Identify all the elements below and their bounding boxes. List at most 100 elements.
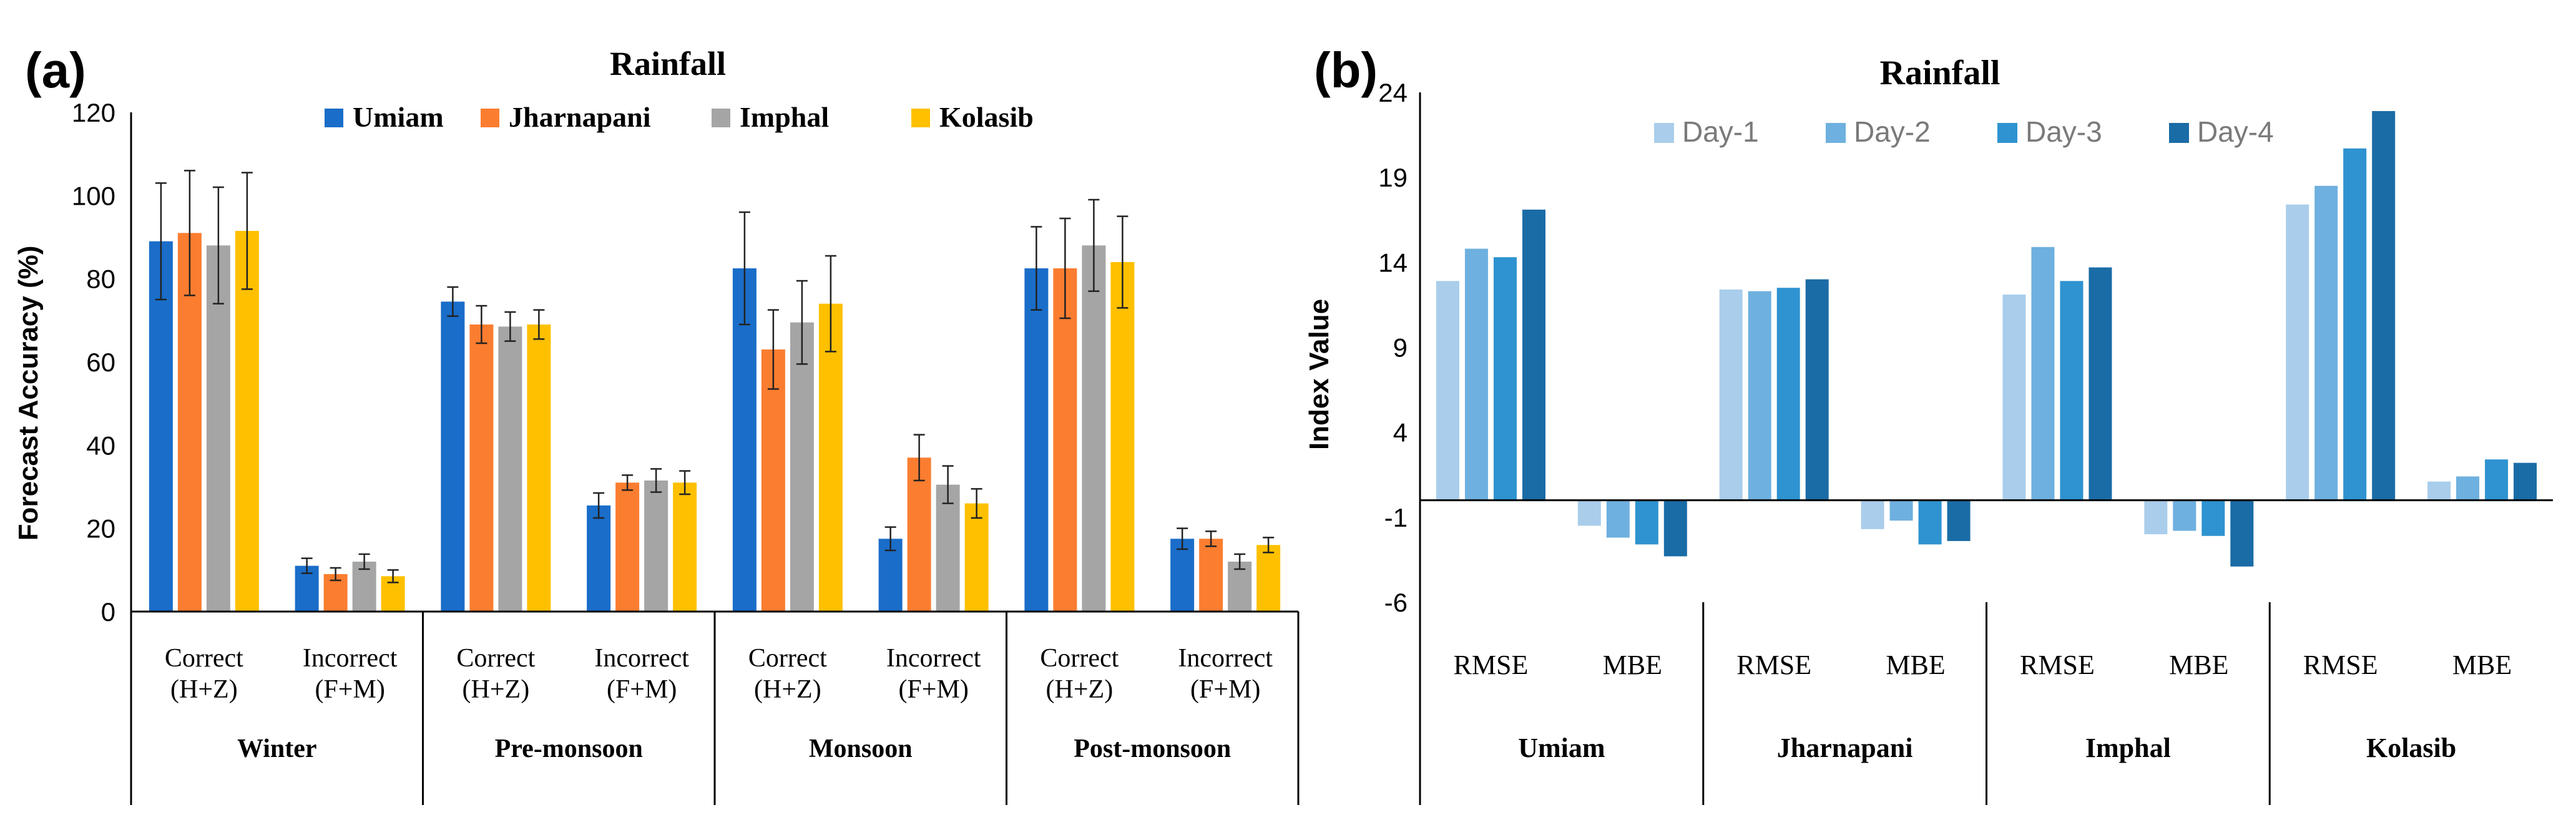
bar-kolasib-7 [1256, 545, 1281, 612]
legend-label-jharnapani: Jharnapani [509, 101, 651, 133]
x-category-line2-2-1: (F+M) [898, 675, 968, 704]
bar-jharnapani-3 [615, 482, 640, 612]
bar-imphal-4 [790, 322, 814, 612]
panel-b-title: Rainfall [1880, 54, 2001, 92]
x-category-line2-0-0: (H+Z) [170, 675, 238, 704]
x-category-2-1: MBE [2169, 650, 2228, 680]
legend-label-day-1: Day-1 [1682, 115, 1759, 148]
x-category-1-1: MBE [1886, 650, 1945, 680]
bar-day-2-7 [2456, 476, 2480, 500]
x-category-line1-2-0: Correct [748, 644, 827, 673]
panel-b-y-axis-label: Index Value [1304, 299, 1335, 450]
y-tick-label-0: -6 [1384, 588, 1408, 617]
bar-day-4-2 [1805, 279, 1829, 500]
y-tick-label-3: 60 [86, 348, 115, 377]
bar-kolasib-3 [673, 482, 697, 612]
bar-day-2-4 [2031, 246, 2055, 500]
y-tick-label-5: 100 [72, 181, 115, 210]
bar-day-2-6 [2314, 185, 2338, 500]
legend-swatch-day-1 [1654, 123, 1674, 143]
bar-kolasib-0 [235, 231, 259, 612]
panel-a-axes [130, 112, 1300, 805]
x-category-line1-0-0: Correct [165, 644, 243, 673]
legend-swatch-day-3 [1997, 123, 2017, 143]
panel-b-legend: Day-1 Day-2 Day-3 Day-4 [1654, 115, 2274, 148]
panel-a-label: (a) [25, 42, 86, 98]
panel-a-x-labels: Correct(H+Z)Incorrect(F+M)WinterCorrect(… [165, 644, 1273, 763]
bar-day-4-1 [1663, 500, 1687, 557]
bar-day-4-3 [1947, 500, 1971, 541]
bar-day-1-4 [2002, 295, 2026, 500]
y-tick-label-4: 80 [86, 265, 115, 294]
x-season-label-winter: Winter [237, 734, 317, 763]
bar-day-3-1 [1635, 500, 1658, 545]
bar-day-3-5 [2201, 500, 2225, 536]
y-tick-label-6: 24 [1378, 78, 1408, 107]
bar-jharnapani-2 [469, 325, 494, 612]
bar-imphal-0 [206, 245, 230, 612]
panel-a-legend: Umiam Jharnapani Imphal Kolasib [325, 101, 1034, 133]
legend-label-imphal: Imphal [740, 101, 829, 133]
bar-day-4-4 [2089, 267, 2112, 500]
legend-label-umiam: Umiam [353, 101, 444, 133]
x-season-label-monsoon: Monsoon [809, 734, 913, 763]
bar-kolasib-2 [527, 325, 551, 612]
x-category-0-1: MBE [1603, 650, 1662, 680]
y-tick-label-2: 4 [1393, 418, 1408, 447]
bar-day-2-2 [1748, 291, 1771, 500]
x-category-line2-3-1: (F+M) [1190, 675, 1260, 704]
x-site-label-umiam: Umiam [1518, 733, 1605, 763]
bar-day-1-7 [2427, 481, 2451, 500]
panel-a-y-ticks: 0 20 40 60 80 100 120 [72, 98, 115, 627]
bar-kolasib-5 [964, 503, 989, 612]
bar-day-3-3 [1918, 500, 1942, 545]
bar-umiam-2 [441, 301, 465, 612]
x-category-line2-0-1: (F+M) [315, 675, 384, 704]
x-category-2-0: RMSE [2020, 650, 2095, 680]
bar-kolasib-4 [818, 303, 843, 612]
y-tick-label-0: 0 [101, 597, 115, 627]
bar-imphal-6 [1082, 245, 1106, 612]
panel-b-chart: (b) Rainfall Day-1 Day-2 Day-3 Day-4 Index … [1304, 42, 2553, 805]
bar-day-2-3 [1889, 500, 1913, 521]
bar-day-1-2 [1719, 289, 1743, 500]
x-category-0-0: RMSE [1454, 650, 1529, 680]
bar-imphal-5 [936, 484, 960, 612]
panel-b-y-ticks: -6 -1 4 9 14 19 24 [1378, 78, 1408, 617]
bar-jharnapani-7 [1199, 539, 1223, 612]
panel-a-bars [149, 170, 1281, 612]
y-tick-label-6: 120 [72, 98, 115, 127]
x-category-3-1: MBE [2452, 650, 2512, 680]
panel-a-title: Rainfall [610, 45, 726, 82]
x-category-1-0: RMSE [1736, 650, 1811, 680]
x-category-3-0: RMSE [2303, 650, 2378, 680]
y-tick-label-4: 14 [1378, 248, 1408, 277]
x-category-line1-1-1: Incorrect [594, 644, 689, 673]
x-site-label-jharnapani: Jharnapani [1777, 733, 1913, 763]
y-tick-label-3: 9 [1393, 333, 1408, 363]
x-category-line1-1-0: Correct [456, 644, 535, 673]
bar-umiam-7 [1170, 539, 1195, 612]
bar-imphal-7 [1228, 562, 1252, 612]
legend-swatch-kolasib [911, 109, 930, 127]
panel-b-x-labels: RMSE MBE Umiam RMSE MBE Jharnapani RMSE MBE Imph… [1454, 650, 2512, 763]
bar-umiam-3 [587, 505, 611, 612]
bar-day-3-0 [1493, 257, 1517, 500]
bar-kolasib-6 [1110, 262, 1135, 612]
panel-a-y-axis-label: Forecast Accuracy (%) [13, 246, 44, 541]
bar-jharnapani-5 [907, 457, 931, 612]
legend-swatch-jharnapani [481, 109, 499, 127]
legend-label-kolasib: Kolasib [939, 101, 1034, 133]
x-site-label-kolasib: Kolasib [2366, 733, 2456, 763]
x-category-line2-1-1: (F+M) [607, 675, 677, 704]
bar-day-2-5 [2173, 500, 2196, 531]
x-category-line1-0-1: Incorrect [303, 644, 398, 673]
bar-umiam-0 [149, 241, 173, 612]
legend-swatch-day-4 [2169, 123, 2189, 143]
x-season-label-post-monsoon: Post-monsoon [1074, 734, 1231, 763]
bar-day-1-6 [2286, 204, 2309, 500]
x-category-line2-3-0: (H+Z) [1046, 675, 1114, 704]
legend-swatch-imphal [712, 109, 730, 127]
bar-umiam-6 [1024, 268, 1049, 612]
